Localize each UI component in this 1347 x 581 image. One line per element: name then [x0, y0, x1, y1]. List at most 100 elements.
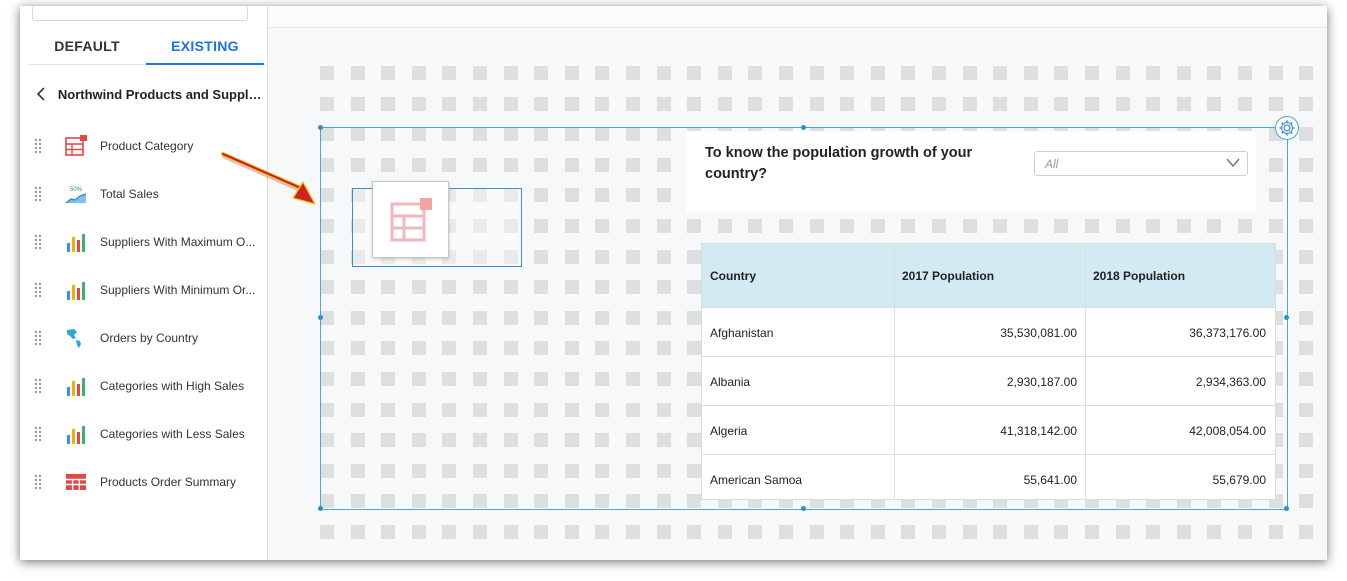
filter-value: All — [1045, 157, 1059, 171]
grid-cell — [350, 280, 365, 295]
grid-cell — [1268, 219, 1283, 233]
grid-cell — [411, 525, 426, 539]
grid-cell — [381, 494, 396, 509]
resize-handle[interactable] — [1284, 506, 1289, 511]
grid-cell — [1299, 494, 1314, 509]
grid-cell — [1054, 96, 1069, 111]
grid-cell — [656, 66, 671, 80]
grid-cell — [626, 188, 640, 203]
grid-cell — [1268, 525, 1283, 539]
grid-cell — [1299, 188, 1314, 203]
cell-country: American Samoa — [710, 472, 803, 487]
resize-handle[interactable] — [318, 125, 323, 130]
grid-cell — [350, 249, 365, 264]
sidebar-item-orders-by-country[interactable]: Orders by Country — [34, 322, 266, 354]
cell-2018: 42,008,054.00 — [1189, 423, 1266, 438]
drag-handle-icon[interactable] — [34, 329, 46, 347]
sidebar-item-suppliers-min[interactable]: Suppliers With Minimum Or... — [34, 274, 266, 306]
widget-question-title: To know the population growth of your co… — [705, 145, 973, 182]
sidebar-item-categories-high-sales[interactable]: Categories with High Sales — [34, 370, 266, 402]
grid-cell — [320, 127, 334, 142]
grid-cell — [473, 157, 487, 172]
grid-cell — [1299, 157, 1314, 172]
resize-handle[interactable] — [801, 506, 806, 511]
grid-cell — [870, 96, 885, 111]
grid-cell — [503, 433, 518, 448]
sidebar-item-categories-less-sales[interactable]: Categories with Less Sales — [34, 418, 266, 450]
tab-existing[interactable]: EXISTING — [146, 28, 264, 65]
grid-cell — [870, 219, 885, 233]
resize-handle[interactable] — [1284, 315, 1289, 320]
grid-cell — [350, 402, 365, 417]
gear-icon[interactable] — [1275, 116, 1299, 140]
dragged-widget-preview[interactable] — [372, 181, 449, 258]
search-box-edge[interactable] — [32, 6, 248, 21]
resize-handle[interactable] — [318, 506, 323, 511]
cell-2017: 41,318,142.00 — [1000, 423, 1077, 438]
grid-cell — [320, 310, 334, 325]
sidebar-item-total-sales[interactable]: 50% Total Sales — [34, 178, 266, 210]
drag-handle-icon[interactable] — [34, 137, 46, 155]
drag-handle-icon[interactable] — [34, 233, 46, 251]
grid-cell — [411, 157, 426, 172]
grid-cell — [534, 341, 549, 356]
column-divider — [1085, 244, 1086, 499]
widget-sidebar: DEFAULT EXISTING Northwind Products and … — [20, 6, 268, 560]
grid-cell — [442, 494, 457, 509]
grid-cell — [626, 433, 640, 448]
grid-cell — [1054, 66, 1069, 80]
selected-widget-bounds[interactable] — [318, 125, 1289, 511]
grid-cell — [381, 96, 396, 111]
grid-cell — [687, 372, 702, 386]
grid-cell — [595, 402, 610, 417]
sidebar-item-suppliers-max[interactable]: Suppliers With Maximum O... — [34, 226, 266, 258]
filter-dropdown[interactable]: All — [1034, 151, 1248, 176]
grid-cell — [564, 280, 579, 295]
grid-cell — [350, 525, 365, 539]
column-header-2018[interactable]: 2018 Population — [1093, 268, 1186, 283]
drag-handle-icon[interactable] — [34, 185, 46, 203]
grid-cell — [1085, 219, 1099, 233]
grid-cell — [595, 372, 610, 386]
grid-cell — [656, 219, 671, 233]
grid-cell — [473, 66, 487, 80]
drag-handle-icon[interactable] — [34, 377, 46, 395]
grid-cell — [1299, 280, 1314, 295]
grid-cell — [1085, 96, 1099, 111]
grid-cell — [564, 494, 579, 509]
grid-cell — [595, 341, 610, 356]
grid-cell — [350, 96, 365, 111]
grid-cell — [564, 96, 579, 111]
grid-cell — [993, 96, 1008, 111]
grid-cell — [748, 66, 763, 80]
drag-handle-icon[interactable] — [34, 281, 46, 299]
resize-handle[interactable] — [801, 125, 806, 130]
resize-handle[interactable] — [318, 315, 323, 320]
table-header: Country 2017 Population 2018 Population — [702, 244, 1275, 307]
grid-cell — [442, 96, 457, 111]
drag-handle-icon[interactable] — [34, 425, 46, 443]
grid-cell — [870, 525, 885, 539]
grid-cell — [626, 280, 640, 295]
tab-default[interactable]: DEFAULT — [54, 38, 120, 54]
grid-cell — [503, 372, 518, 386]
sidebar-item-product-category[interactable]: Product Category — [34, 130, 266, 162]
grid-cell — [656, 525, 671, 539]
grid-cell — [840, 219, 855, 233]
sidebar-item-label: Categories with High Sales — [100, 379, 245, 393]
drag-handle-icon[interactable] — [34, 473, 46, 491]
grid-cell — [503, 463, 518, 478]
column-header-2017[interactable]: 2017 Population — [902, 268, 995, 283]
table-row: Algeria 41,318,142.00 42,008,054.00 — [702, 405, 1275, 455]
grid-cell — [320, 494, 334, 509]
grid-cell — [564, 341, 579, 356]
grid-cell — [626, 249, 640, 264]
annotation-arrow — [221, 152, 317, 205]
chevron-down-icon[interactable] — [1225, 156, 1241, 175]
chevron-left-icon[interactable] — [34, 85, 48, 103]
column-header-country[interactable]: Country — [710, 268, 756, 283]
grid-cell — [595, 494, 610, 509]
sidebar-item-products-order-summary[interactable]: Products Order Summary — [34, 466, 266, 498]
dashboard-canvas[interactable]: To know the population growth of your co… — [268, 6, 1327, 560]
sidebar-item-label: Suppliers With Maximum O... — [100, 235, 256, 249]
